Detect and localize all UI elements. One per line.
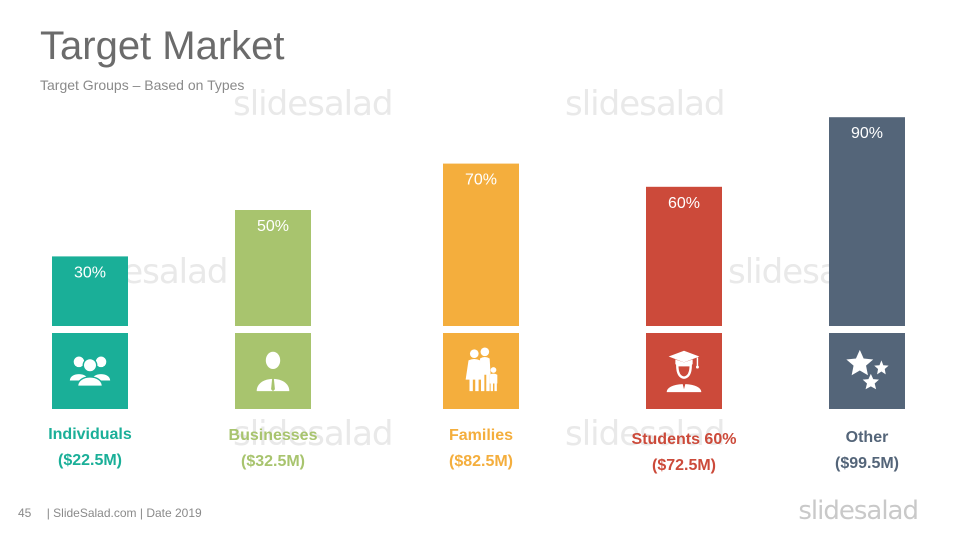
category-label: Individuals — [48, 426, 132, 443]
amount-label: ($22.5M) — [57, 452, 123, 469]
bar — [235, 210, 311, 326]
category-label: Businesses — [228, 427, 318, 444]
amount-label: ($72.5M) — [651, 457, 717, 474]
icon-box — [235, 333, 311, 409]
page-title: Target Market — [40, 24, 285, 68]
page-subtitle: Target Groups – Based on Types — [40, 77, 245, 93]
bar-value-label: 70% — [465, 172, 497, 189]
category-label: Families — [448, 427, 514, 444]
amount-label: ($82.5M) — [448, 453, 514, 470]
bar-value-label: 50% — [257, 218, 289, 235]
category-label: Other — [845, 429, 889, 446]
brand-logo: slidesalad — [798, 496, 919, 526]
bar — [646, 186, 722, 326]
amount-label: ($32.5M) — [240, 453, 306, 470]
bar-value-label: 90% — [851, 125, 883, 142]
footer: 45 | SlideSalad.com | Date 2019 — [18, 506, 202, 520]
bar — [52, 256, 128, 326]
footer-text: | SlideSalad.com | Date 2019 — [46, 506, 202, 520]
bar-value-label: 30% — [74, 264, 106, 281]
bar — [443, 163, 519, 326]
category-label-group: Businesses ($32.5M) — [193, 423, 353, 475]
amount-label: ($99.5M) — [834, 455, 900, 472]
category-label: Students 60% — [631, 431, 737, 448]
bar — [829, 117, 905, 326]
icon-box — [646, 333, 722, 409]
bar-value-label: 60% — [668, 195, 700, 212]
page-number: 45 — [18, 506, 32, 520]
category-label-group: Other ($99.5M) — [787, 425, 947, 477]
category-label-group: Students 60% ($72.5M) — [604, 427, 764, 479]
category-label-group: Individuals ($22.5M) — [10, 422, 170, 474]
category-label-group: Families ($82.5M) — [401, 423, 561, 475]
